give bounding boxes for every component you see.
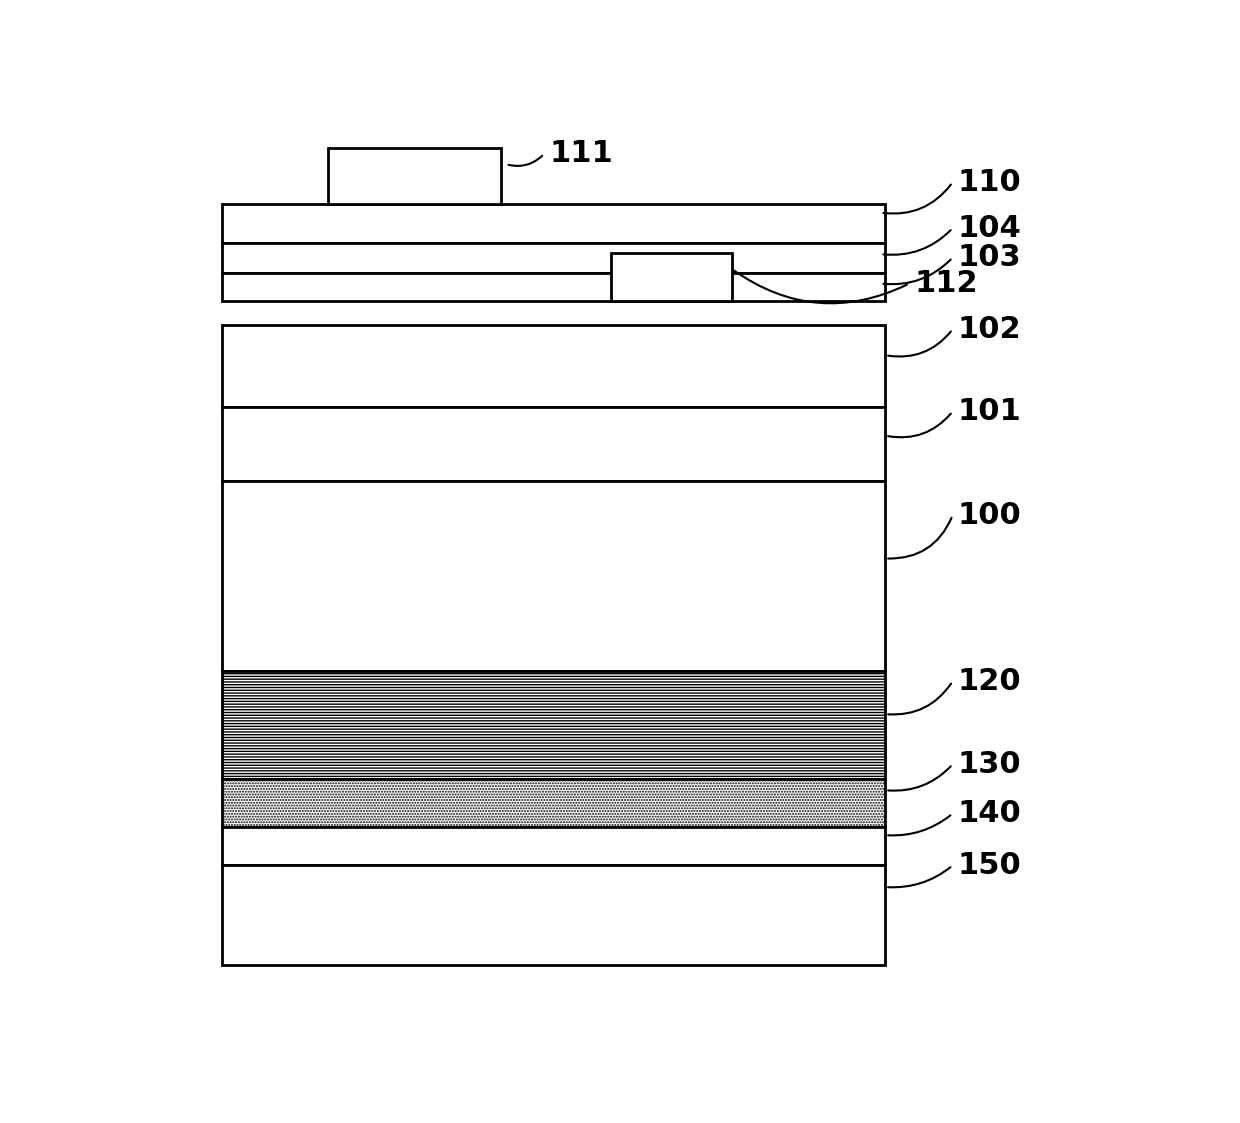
Text: 130: 130 <box>957 750 1021 778</box>
Text: 100: 100 <box>957 501 1022 530</box>
Bar <box>222 243 885 273</box>
Bar <box>327 148 501 204</box>
Bar <box>222 273 885 301</box>
Bar <box>222 827 885 866</box>
Bar <box>222 866 885 965</box>
Text: 112: 112 <box>914 270 978 298</box>
Bar <box>222 670 885 779</box>
Text: 111: 111 <box>549 139 613 168</box>
Bar <box>222 204 885 243</box>
Text: 104: 104 <box>957 213 1022 243</box>
Text: 101: 101 <box>957 396 1022 426</box>
Bar <box>222 779 885 827</box>
Text: 120: 120 <box>957 667 1021 696</box>
Bar <box>611 253 732 301</box>
Bar <box>222 481 885 670</box>
Text: 103: 103 <box>957 243 1021 272</box>
Text: 110: 110 <box>957 167 1022 197</box>
Text: 102: 102 <box>957 314 1021 344</box>
Text: 140: 140 <box>957 800 1022 828</box>
Bar <box>222 408 885 481</box>
Text: 150: 150 <box>957 851 1022 880</box>
Bar <box>222 325 885 408</box>
